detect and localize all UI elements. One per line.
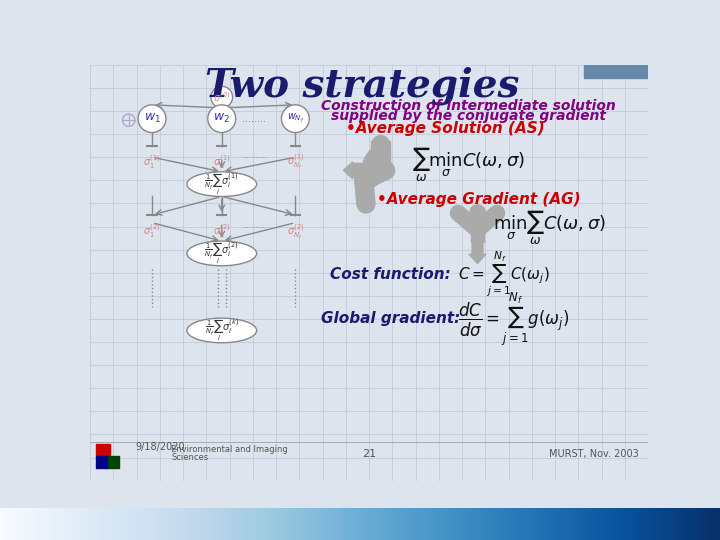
Ellipse shape (211, 86, 233, 108)
Bar (106, 456, 120, 468)
Text: Cost function:: Cost function: (330, 267, 451, 282)
FancyArrow shape (343, 162, 362, 179)
Ellipse shape (187, 318, 256, 343)
Bar (96, 456, 107, 468)
Text: $\min_{\sigma}\sum_{\omega}C(\omega,\sigma)$: $\min_{\sigma}\sum_{\omega}C(\omega,\sig… (493, 209, 606, 247)
Text: Environmental and Imaging: Environmental and Imaging (171, 446, 288, 454)
Text: $w_{N_f}$: $w_{N_f}$ (287, 112, 304, 125)
Ellipse shape (187, 172, 256, 197)
Text: $\sigma_1^{(2)}$: $\sigma_1^{(2)}$ (143, 222, 161, 240)
Ellipse shape (138, 105, 166, 132)
Text: •Average Solution (AS): •Average Solution (AS) (346, 121, 544, 136)
Polygon shape (362, 143, 390, 170)
Bar (372, 141, 390, 170)
Text: $\sigma^{(0)}$: $\sigma^{(0)}$ (213, 90, 230, 104)
Text: Construction of intermediate solution: Construction of intermediate solution (321, 99, 616, 113)
Text: $\sigma_{N_f}^{(1)}$: $\sigma_{N_f}^{(1)}$ (287, 153, 305, 172)
Text: ...........: ........... (242, 222, 266, 228)
Ellipse shape (208, 105, 235, 132)
Text: $\frac{1}{N_f}\sum_i\sigma_i^{(1)}$: $\frac{1}{N_f}\sum_i\sigma_i^{(1)}$ (204, 171, 239, 197)
Text: $\sum_{\omega}\min_{\sigma}C(\omega,\sigma)$: $\sum_{\omega}\min_{\sigma}C(\omega,\sig… (412, 146, 525, 184)
Text: $C = \sum_{j=1}^{N_f}C(\omega_j)$: $C = \sum_{j=1}^{N_f}C(\omega_j)$ (458, 249, 549, 299)
Text: $w_2$: $w_2$ (213, 112, 230, 125)
Text: $\dfrac{dC}{d\sigma} = \sum_{j=1}^{N_f}g(\omega_j)$: $\dfrac{dC}{d\sigma} = \sum_{j=1}^{N_f}g… (458, 290, 570, 348)
Text: $\sigma_1^{(1)}$: $\sigma_1^{(1)}$ (143, 153, 161, 171)
Text: $\frac{1}{N_f}\sum_i\sigma_i^{(2)}$: $\frac{1}{N_f}\sum_i\sigma_i^{(2)}$ (204, 241, 239, 266)
Text: supplied by the conjugate gradient: supplied by the conjugate gradient (330, 110, 606, 123)
Text: ...........: ........... (242, 153, 266, 159)
Ellipse shape (187, 241, 256, 266)
Text: •Average Gradient (AG): •Average Gradient (AG) (377, 192, 580, 207)
FancyArrowPatch shape (364, 170, 386, 204)
FancyArrow shape (469, 244, 486, 264)
Text: $\sigma_2^{(1)}$: $\sigma_2^{(1)}$ (213, 153, 230, 171)
Text: 9/18/2020: 9/18/2020 (135, 442, 184, 452)
Text: Sciences: Sciences (171, 453, 209, 462)
Text: Global gradient:: Global gradient: (321, 312, 460, 326)
Text: $\sigma_2^{(2)}$: $\sigma_2^{(2)}$ (213, 222, 230, 240)
Text: $\frac{1}{N_f}\sum_i\sigma_i^{(k)}$: $\frac{1}{N_f}\sum_i\sigma_i^{(k)}$ (204, 318, 239, 343)
Text: ........: ........ (243, 114, 266, 124)
Text: 21: 21 (362, 449, 376, 458)
FancyArrowPatch shape (458, 212, 497, 230)
Ellipse shape (282, 105, 310, 132)
Bar (471, 210, 485, 242)
Text: $w_1$: $w_1$ (143, 112, 161, 125)
Text: Two strategies: Two strategies (204, 66, 519, 105)
Text: $\sigma_{N_f}^{(2)}$: $\sigma_{N_f}^{(2)}$ (287, 222, 305, 242)
Text: MURST, Nov. 2003: MURST, Nov. 2003 (549, 449, 639, 458)
Bar (96, 444, 110, 456)
Bar (585, 65, 648, 78)
